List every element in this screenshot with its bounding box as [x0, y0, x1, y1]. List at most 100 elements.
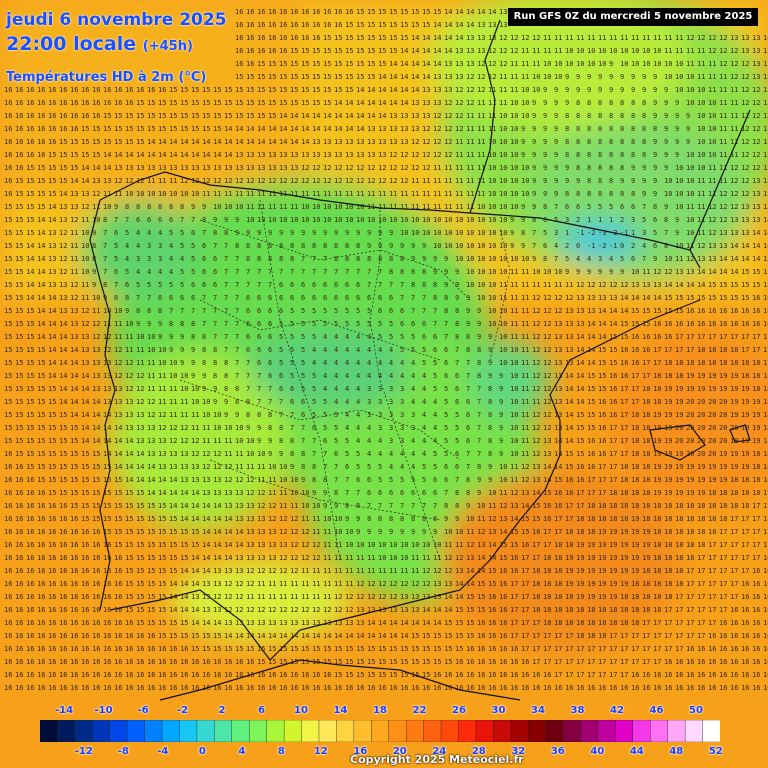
svg-text:15: 15: [15, 229, 23, 237]
svg-text:11: 11: [125, 346, 133, 354]
svg-text:16: 16: [730, 606, 738, 614]
svg-text:15: 15: [268, 112, 276, 120]
svg-text:15: 15: [378, 21, 386, 29]
svg-text:14: 14: [257, 632, 265, 640]
svg-text:11: 11: [92, 307, 100, 315]
svg-text:17: 17: [532, 554, 540, 562]
svg-text:4: 4: [169, 255, 173, 263]
svg-text:10: 10: [125, 320, 133, 328]
svg-text:10: 10: [686, 73, 694, 81]
svg-text:15: 15: [37, 372, 45, 380]
svg-text:7: 7: [224, 281, 228, 289]
svg-text:10: 10: [499, 229, 507, 237]
svg-text:15: 15: [15, 346, 23, 354]
svg-text:13: 13: [92, 177, 100, 185]
svg-text:11: 11: [466, 203, 474, 211]
svg-text:16: 16: [26, 151, 34, 159]
svg-text:12: 12: [191, 450, 199, 458]
svg-text:15: 15: [664, 294, 672, 302]
svg-text:18: 18: [763, 476, 768, 484]
svg-text:9: 9: [389, 528, 393, 536]
svg-text:4: 4: [147, 229, 151, 237]
svg-text:13: 13: [224, 619, 232, 627]
svg-text:16: 16: [59, 619, 67, 627]
svg-text:13: 13: [246, 164, 254, 172]
svg-text:14: 14: [290, 138, 298, 146]
svg-text:9: 9: [532, 164, 536, 172]
svg-text:18: 18: [642, 567, 650, 575]
svg-text:16: 16: [70, 541, 78, 549]
svg-text:9: 9: [433, 255, 437, 263]
svg-text:14: 14: [389, 86, 397, 94]
value-grid: 16 16 16 16 16 16 16 16 16 16 16 15 15 15 15 15 15 15 15 14…: [4, 8, 768, 692]
svg-text:16: 16: [312, 34, 320, 42]
svg-text:18: 18: [620, 619, 628, 627]
svg-text:12: 12: [719, 60, 727, 68]
svg-text:8: 8: [235, 242, 239, 250]
svg-text:15: 15: [180, 619, 188, 627]
svg-text:13: 13: [279, 164, 287, 172]
svg-text:10: 10: [510, 203, 518, 211]
svg-text:14: 14: [70, 372, 78, 380]
svg-text:14: 14: [301, 632, 309, 640]
svg-text:15: 15: [587, 411, 595, 419]
svg-text:7: 7: [301, 268, 305, 276]
svg-text:17: 17: [752, 554, 760, 562]
svg-text:5: 5: [345, 450, 349, 458]
svg-text:8: 8: [609, 112, 613, 120]
svg-text:9: 9: [598, 268, 602, 276]
svg-text:18: 18: [642, 463, 650, 471]
svg-text:10: 10: [136, 333, 144, 341]
svg-text:11: 11: [708, 164, 716, 172]
svg-text:8: 8: [400, 255, 404, 263]
svg-text:15: 15: [37, 164, 45, 172]
svg-text:9: 9: [532, 112, 536, 120]
svg-text:13: 13: [642, 281, 650, 289]
svg-text:15: 15: [356, 73, 364, 81]
svg-text:9: 9: [664, 112, 668, 120]
svg-text:16: 16: [488, 632, 496, 640]
svg-text:15: 15: [279, 99, 287, 107]
color-scale-tick-label: -10: [94, 705, 113, 716]
svg-text:14: 14: [81, 177, 89, 185]
svg-text:14: 14: [433, 34, 441, 42]
svg-text:16: 16: [81, 567, 89, 575]
svg-text:13: 13: [532, 463, 540, 471]
svg-text:16: 16: [37, 645, 45, 653]
svg-text:15: 15: [158, 606, 166, 614]
svg-text:10: 10: [587, 60, 595, 68]
svg-text:10: 10: [543, 60, 551, 68]
svg-text:12: 12: [719, 47, 727, 55]
svg-text:17: 17: [565, 658, 573, 666]
svg-text:10: 10: [598, 47, 606, 55]
svg-text:15: 15: [4, 294, 12, 302]
svg-text:15: 15: [741, 294, 749, 302]
svg-text:10: 10: [92, 294, 100, 302]
svg-text:11: 11: [642, 268, 650, 276]
svg-text:9: 9: [653, 151, 657, 159]
svg-text:13: 13: [202, 476, 210, 484]
svg-text:9: 9: [257, 229, 261, 237]
svg-text:16: 16: [741, 619, 749, 627]
svg-text:12: 12: [158, 411, 166, 419]
svg-text:14: 14: [81, 398, 89, 406]
svg-text:15: 15: [334, 47, 342, 55]
svg-text:9: 9: [587, 73, 591, 81]
svg-text:11: 11: [334, 541, 342, 549]
svg-text:15: 15: [752, 281, 760, 289]
svg-text:15: 15: [15, 359, 23, 367]
svg-text:16: 16: [26, 515, 34, 523]
svg-text:9: 9: [543, 86, 547, 94]
svg-text:19: 19: [741, 463, 749, 471]
svg-text:16: 16: [554, 489, 562, 497]
svg-text:9: 9: [323, 489, 327, 497]
svg-text:16: 16: [125, 658, 133, 666]
svg-text:12: 12: [345, 164, 353, 172]
svg-text:16: 16: [246, 34, 254, 42]
svg-text:12: 12: [235, 476, 243, 484]
svg-text:16: 16: [466, 671, 474, 679]
svg-text:14: 14: [180, 151, 188, 159]
svg-text:14: 14: [400, 73, 408, 81]
svg-text:6: 6: [202, 268, 206, 276]
svg-text:10: 10: [444, 229, 452, 237]
